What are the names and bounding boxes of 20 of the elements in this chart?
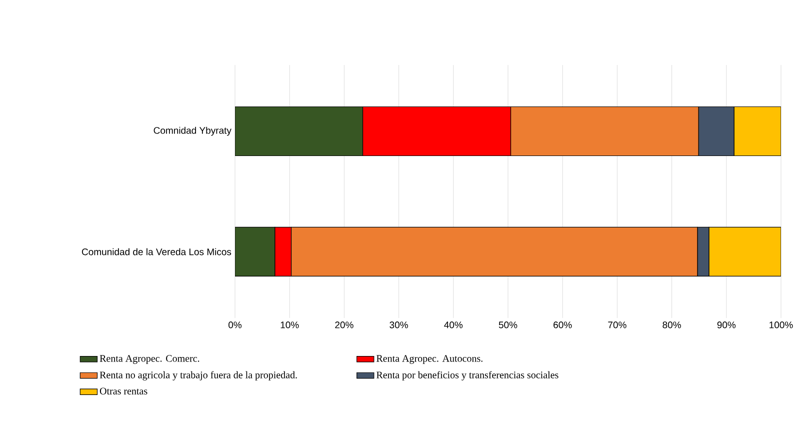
legend-label: Renta Agropec. Comerc. — [100, 355, 200, 364]
x-tick-label: 100% — [770, 322, 793, 328]
y-tick-label: Comunidad de la Vereda Los Micos — [82, 248, 232, 256]
legend-label: Renta por beneficios y transferencias sociales — [376, 371, 558, 380]
legend-label: Renta no agricola y trabajo fuera de la propiedad. — [100, 371, 297, 380]
x-tick-label: 30% — [390, 322, 408, 328]
x-tick-label: 20% — [335, 322, 354, 328]
bar — [708, 226, 781, 277]
y-tick-label: Comnidad Ybyraty — [154, 126, 232, 136]
x-tick-label: 50% — [498, 322, 518, 328]
x-tick-label: 80% — [662, 322, 681, 328]
x-tick-label: 60% — [554, 322, 572, 328]
legend-label: Renta Agropec. Autocons. — [376, 355, 482, 364]
x-tick-label: 90% — [717, 322, 736, 328]
x-tick-label: 10% — [280, 322, 299, 328]
bar — [734, 106, 781, 156]
x-tick-label: 70% — [608, 322, 626, 328]
x-tick-label: 40% — [444, 322, 463, 328]
x-tick-label: 0% — [228, 322, 242, 328]
legend-label: Otras rentas — [100, 388, 148, 394]
